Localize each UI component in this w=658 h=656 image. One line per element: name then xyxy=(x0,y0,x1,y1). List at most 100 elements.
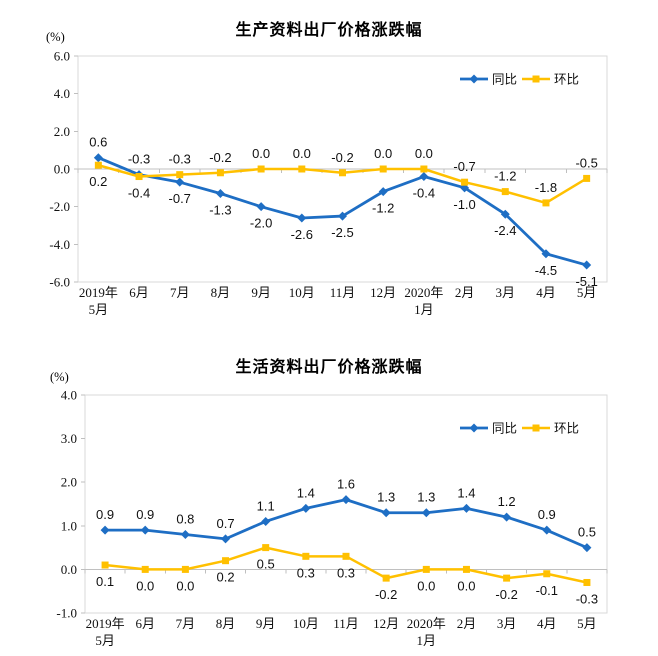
series-yoy-marker xyxy=(297,213,307,223)
x-axis-label: 6月 xyxy=(135,616,155,631)
series-mom-marker xyxy=(302,552,310,560)
x-axis-label: 2020年 xyxy=(407,616,446,631)
series-yoy-data-label: -1.3 xyxy=(209,202,231,217)
series-mom-marker xyxy=(181,565,189,573)
x-axis-label: 12月 xyxy=(370,285,396,300)
plot-area: 4.0 3.0 2.0 1.0 0.0 -1.0 2019年 5月 6月 7月 8月 9月 10月 11月… xyxy=(56,388,608,648)
x-axis-label: 2019年 xyxy=(86,616,125,631)
y-axis-label: 0.0 xyxy=(61,562,77,577)
series-yoy-data-label: -2.4 xyxy=(494,223,516,238)
series-yoy-marker xyxy=(461,503,471,513)
x-axis-label: 6月 xyxy=(129,285,149,300)
x-axis-label: 2月 xyxy=(457,616,477,631)
legend-mom-label: 环比 xyxy=(554,422,579,436)
series-mom-data-label: -0.2 xyxy=(495,587,517,602)
series-yoy-marker xyxy=(500,209,510,219)
series-mom-marker xyxy=(216,169,224,177)
x-axis-label: 2019年 xyxy=(79,285,118,300)
series-mom-marker xyxy=(342,552,350,560)
series-mom-marker xyxy=(176,171,184,179)
series-mom-data-label: 0.2 xyxy=(216,570,234,585)
series-yoy-data-label: -5.1 xyxy=(575,274,597,289)
series-mom-data-label: 0.0 xyxy=(252,146,270,161)
plot-area: 6.0 4.0 2.0 0.0 -2.0 -4.0 -6.0 2019年 5月 6月 7月 8月 9月 1… xyxy=(49,49,608,317)
series-mom-marker xyxy=(298,165,306,173)
x-axis-label: 8月 xyxy=(211,285,231,300)
x-axis-label: 3月 xyxy=(497,616,517,631)
series-mom-data-label: 0.0 xyxy=(176,578,194,593)
series-yoy-data-label: 0.7 xyxy=(216,516,234,531)
x-axis-label: 5月 xyxy=(89,302,109,317)
series-mom-marker xyxy=(461,178,469,186)
legend-mom-marker xyxy=(532,424,540,432)
series-mom-marker xyxy=(501,188,509,196)
series-yoy-marker xyxy=(140,525,150,535)
series-mom-data-label: -0.7 xyxy=(453,159,475,174)
x-axis-label: 3月 xyxy=(496,285,516,300)
series-yoy-marker xyxy=(221,534,231,544)
y-axis-label: -2.0 xyxy=(49,199,70,214)
legend-yoy-marker xyxy=(469,423,479,433)
x-axis-label: 2月 xyxy=(455,285,475,300)
x-axis-label: 11月 xyxy=(330,285,356,300)
series-yoy-marker xyxy=(381,508,391,518)
y-axis-label: -4.0 xyxy=(49,237,70,252)
series-yoy-data-label: -2.0 xyxy=(250,216,272,231)
series-mom-data-label: -0.3 xyxy=(169,152,191,167)
series-yoy-marker xyxy=(419,172,429,182)
y-axis-label: 2.0 xyxy=(61,475,77,490)
series-yoy-data-label: -2.6 xyxy=(291,227,313,242)
x-axis-label: 4月 xyxy=(536,285,556,300)
x-axis-label: 5月 xyxy=(577,616,597,631)
x-axis-label: 4月 xyxy=(537,616,557,631)
series-yoy-data-label: 1.6 xyxy=(337,477,355,492)
series-mom-marker xyxy=(101,561,109,569)
series-mom-marker xyxy=(462,565,470,573)
series-mom-marker xyxy=(420,165,428,173)
series-yoy-marker xyxy=(180,530,190,540)
series-yoy-marker xyxy=(261,516,271,526)
series-yoy-data-label: 1.3 xyxy=(377,490,395,505)
y-axis-unit-label: (%) xyxy=(50,370,69,384)
series-yoy-marker xyxy=(93,153,103,163)
series-mom-marker xyxy=(542,199,550,207)
series-yoy-data-label: 1.3 xyxy=(417,490,435,505)
series-mom-data-label: -0.2 xyxy=(375,587,397,602)
y-axis-label: 3.0 xyxy=(61,431,77,446)
consumer-price-chart: 生活资料出厂价格涨跌幅 (%) 4.0 3.0 2.0 1.0 0.0 -1.0 2019年… xyxy=(0,330,658,656)
series-yoy-marker xyxy=(502,512,512,522)
y-axis-label: -1.0 xyxy=(56,606,77,621)
x-axis-label: 10月 xyxy=(293,616,319,631)
x-axis-label: 5月 xyxy=(577,285,597,300)
series-yoy-data-label: -1.0 xyxy=(453,197,475,212)
series-yoy-data-label: 0.6 xyxy=(89,135,107,150)
series-yoy-data-label: 1.1 xyxy=(257,498,275,513)
series-yoy-marker xyxy=(301,503,311,513)
series-mom-data-label: -0.5 xyxy=(575,155,597,170)
series-yoy-marker xyxy=(542,525,552,535)
series-mom-data-label: 0.0 xyxy=(415,146,433,161)
series-mom-data-label: -0.2 xyxy=(331,150,353,165)
x-axis-label: 7月 xyxy=(170,285,190,300)
series-yoy-marker xyxy=(175,177,185,187)
y-axis-label: 6.0 xyxy=(54,49,70,64)
series-mom-data-label: -0.2 xyxy=(209,150,231,165)
series-mom-data-label: -1.2 xyxy=(494,169,516,184)
x-axis-label: 2020年 xyxy=(404,285,443,300)
series-yoy-data-label: -4.5 xyxy=(535,263,557,278)
series-yoy-marker xyxy=(256,202,266,212)
series-mom-data-label: 0.2 xyxy=(89,174,107,189)
series-yoy-data-label: -0.7 xyxy=(169,191,191,206)
series-mom-data-label: -0.1 xyxy=(536,583,558,598)
series-yoy-marker xyxy=(378,187,388,197)
series-yoy-data-label: 1.4 xyxy=(297,485,315,500)
series-mom-data-label: 0.5 xyxy=(257,557,275,572)
series-yoy-data-label: -0.4 xyxy=(413,186,435,201)
series-mom-data-label: 0.0 xyxy=(293,146,311,161)
series-yoy-marker xyxy=(341,495,351,505)
y-axis-label: 1.0 xyxy=(61,518,77,533)
series-mom-data-label: -0.3 xyxy=(576,591,598,606)
x-axis-label: 5月 xyxy=(95,633,115,648)
series-mom-marker xyxy=(583,578,591,586)
series-mom-data-label: 0.0 xyxy=(457,578,475,593)
